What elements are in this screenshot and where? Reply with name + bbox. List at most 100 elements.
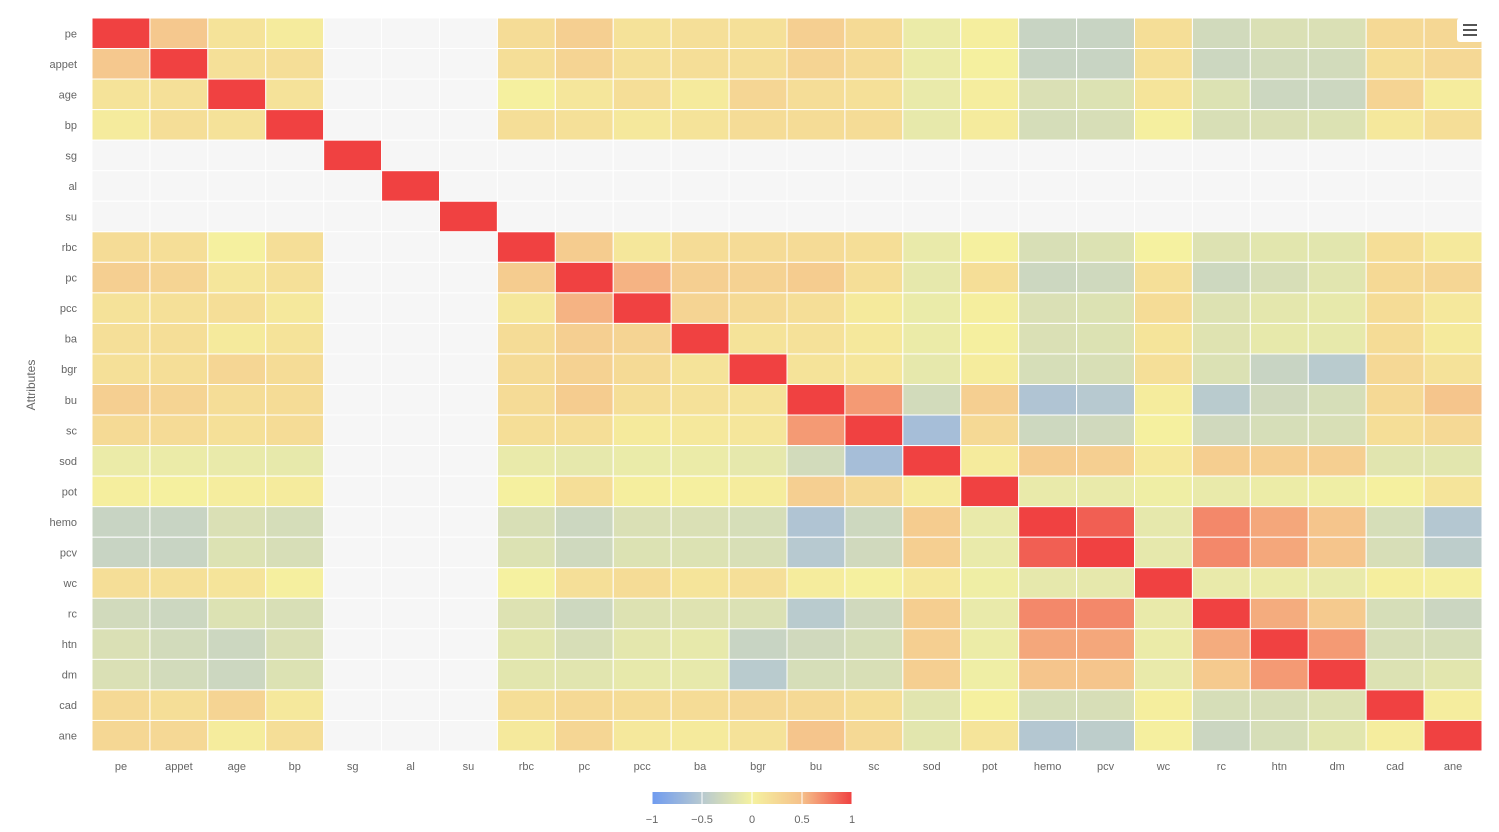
heatmap-cell-sod-pcv[interactable] (1076, 445, 1136, 477)
heatmap-cell-pcv-su[interactable] (439, 536, 498, 569)
heatmap-cell-pc-rbc[interactable] (496, 261, 556, 294)
heatmap-cell-ba-hemo[interactable] (1018, 322, 1078, 355)
heatmap-cell-sc-rbc[interactable] (496, 414, 556, 447)
heatmap-cell-bgr-ba[interactable] (670, 353, 730, 386)
heatmap-cell-su-pot[interactable] (960, 200, 1020, 233)
heatmap-cell-bgr-bgr[interactable] (728, 353, 788, 386)
heatmap-cell-hemo-rc[interactable] (1191, 506, 1251, 538)
heatmap-cell-appet-ba[interactable] (670, 48, 730, 80)
heatmap-cell-pcv-sod[interactable] (902, 536, 962, 569)
heatmap-cell-sod-al[interactable] (381, 445, 441, 477)
heatmap-cell-hemo-rbc[interactable] (496, 506, 556, 538)
heatmap-cell-bu-bp[interactable] (265, 384, 325, 416)
heatmap-cell-ba-age[interactable] (207, 322, 267, 355)
heatmap-cell-sod-dm[interactable] (1307, 445, 1367, 477)
heatmap-cell-rbc-rc[interactable] (1191, 231, 1251, 263)
heatmap-cell-ane-bgr[interactable] (728, 719, 788, 752)
heatmap-cell-bu-rbc[interactable] (496, 384, 556, 416)
heatmap-cell-su-bp[interactable] (265, 200, 325, 233)
heatmap-cell-bgr-sc[interactable] (844, 353, 904, 386)
heatmap-cell-rbc-hemo[interactable] (1018, 231, 1078, 263)
heatmap-cell-htn-ane[interactable] (1423, 628, 1483, 660)
heatmap-cell-hemo-dm[interactable] (1307, 506, 1367, 538)
heatmap-cell-rc-rc[interactable] (1191, 597, 1251, 630)
heatmap-cell-wc-bgr[interactable] (728, 567, 788, 599)
heatmap-cell-hemo-bu[interactable] (786, 506, 846, 538)
heatmap-cell-htn-sod[interactable] (902, 628, 962, 660)
heatmap-cell-pot-dm[interactable] (1307, 475, 1367, 508)
heatmap-cell-wc-htn[interactable] (1249, 567, 1309, 599)
heatmap-cell-ane-pe[interactable] (91, 719, 151, 752)
heatmap-cell-pot-pcv[interactable] (1076, 475, 1136, 508)
heatmap-cell-sc-pcv[interactable] (1076, 414, 1136, 447)
heatmap-cell-sc-sg[interactable] (323, 414, 383, 447)
heatmap-cell-htn-pcc[interactable] (612, 628, 672, 660)
heatmap-cell-ane-pot[interactable] (960, 719, 1020, 752)
heatmap-cell-rbc-ane[interactable] (1423, 231, 1483, 263)
heatmap-cell-appet-rbc[interactable] (496, 48, 556, 80)
heatmap-cell-rbc-bp[interactable] (265, 231, 325, 263)
heatmap-cell-bp-sg[interactable] (323, 109, 383, 141)
heatmap-cell-ba-pcc[interactable] (612, 322, 672, 355)
heatmap-cell-pcc-age[interactable] (207, 292, 267, 324)
heatmap-cell-pe-sg[interactable] (323, 17, 383, 50)
heatmap-cell-bgr-ane[interactable] (1423, 353, 1483, 386)
heatmap-cell-bu-pcc[interactable] (612, 384, 672, 416)
heatmap-cell-bp-pot[interactable] (960, 109, 1020, 141)
heatmap-cell-sod-rc[interactable] (1191, 445, 1251, 477)
heatmap-cell-hemo-ba[interactable] (670, 506, 730, 538)
heatmap-cell-bgr-rbc[interactable] (496, 353, 556, 386)
heatmap-cell-al-bp[interactable] (265, 170, 325, 202)
heatmap-cell-pe-bgr[interactable] (728, 17, 788, 50)
heatmap-cell-age-htn[interactable] (1249, 78, 1309, 111)
heatmap-cell-htn-bgr[interactable] (728, 628, 788, 660)
heatmap-cell-rc-appet[interactable] (149, 597, 209, 630)
heatmap-cell-appet-ane[interactable] (1423, 48, 1483, 80)
heatmap-cell-pot-sod[interactable] (902, 475, 962, 508)
heatmap-cell-dm-bp[interactable] (265, 658, 325, 691)
heatmap-cell-htn-rc[interactable] (1191, 628, 1251, 660)
heatmap-cell-htn-al[interactable] (381, 628, 441, 660)
heatmap-cell-pot-pc[interactable] (554, 475, 614, 508)
heatmap-cell-bp-hemo[interactable] (1018, 109, 1078, 141)
heatmap-cell-pcv-pot[interactable] (960, 536, 1020, 569)
heatmap-cell-dm-rc[interactable] (1191, 658, 1251, 691)
heatmap-cell-sod-sg[interactable] (323, 445, 383, 477)
heatmap-cell-pe-sc[interactable] (844, 17, 904, 50)
heatmap-cell-bp-htn[interactable] (1249, 109, 1309, 141)
heatmap-cell-bu-sod[interactable] (902, 384, 962, 416)
heatmap-cell-age-pc[interactable] (554, 78, 614, 111)
heatmap-cell-pcc-htn[interactable] (1249, 292, 1309, 324)
heatmap-cell-pcv-pcv[interactable] (1076, 536, 1136, 569)
heatmap-cell-dm-bu[interactable] (786, 658, 846, 691)
heatmap-cell-sg-sc[interactable] (844, 139, 904, 172)
heatmap-cell-bp-bu[interactable] (786, 109, 846, 141)
heatmap-cell-hemo-hemo[interactable] (1018, 506, 1078, 538)
heatmap-cell-pe-age[interactable] (207, 17, 267, 50)
heatmap-cell-pc-bp[interactable] (265, 261, 325, 294)
heatmap-cell-bp-ane[interactable] (1423, 109, 1483, 141)
heatmap-cell-age-bu[interactable] (786, 78, 846, 111)
heatmap-cell-wc-sod[interactable] (902, 567, 962, 599)
heatmap-cell-al-ane[interactable] (1423, 170, 1483, 202)
heatmap-cell-ane-pc[interactable] (554, 719, 614, 752)
heatmap-cell-sg-hemo[interactable] (1018, 139, 1078, 172)
heatmap-cell-ba-sod[interactable] (902, 322, 962, 355)
heatmap-cell-pcv-htn[interactable] (1249, 536, 1309, 569)
heatmap-cell-wc-age[interactable] (207, 567, 267, 599)
heatmap-cell-al-su[interactable] (439, 170, 498, 202)
heatmap-cell-cad-age[interactable] (207, 689, 267, 721)
heatmap-cell-wc-appet[interactable] (149, 567, 209, 599)
heatmap-cell-cad-htn[interactable] (1249, 689, 1309, 721)
heatmap-cell-sod-wc[interactable] (1134, 445, 1193, 477)
heatmap-cell-sod-hemo[interactable] (1018, 445, 1078, 477)
heatmap-cell-bp-dm[interactable] (1307, 109, 1367, 141)
heatmap-cell-sod-bp[interactable] (265, 445, 325, 477)
heatmap-cell-hemo-appet[interactable] (149, 506, 209, 538)
heatmap-cell-rbc-dm[interactable] (1307, 231, 1367, 263)
heatmap-cell-pc-pcv[interactable] (1076, 261, 1136, 294)
heatmap-cell-wc-wc[interactable] (1134, 567, 1193, 599)
heatmap-cell-dm-appet[interactable] (149, 658, 209, 691)
heatmap-cell-rc-hemo[interactable] (1018, 597, 1078, 630)
heatmap-cell-bgr-su[interactable] (439, 353, 498, 386)
